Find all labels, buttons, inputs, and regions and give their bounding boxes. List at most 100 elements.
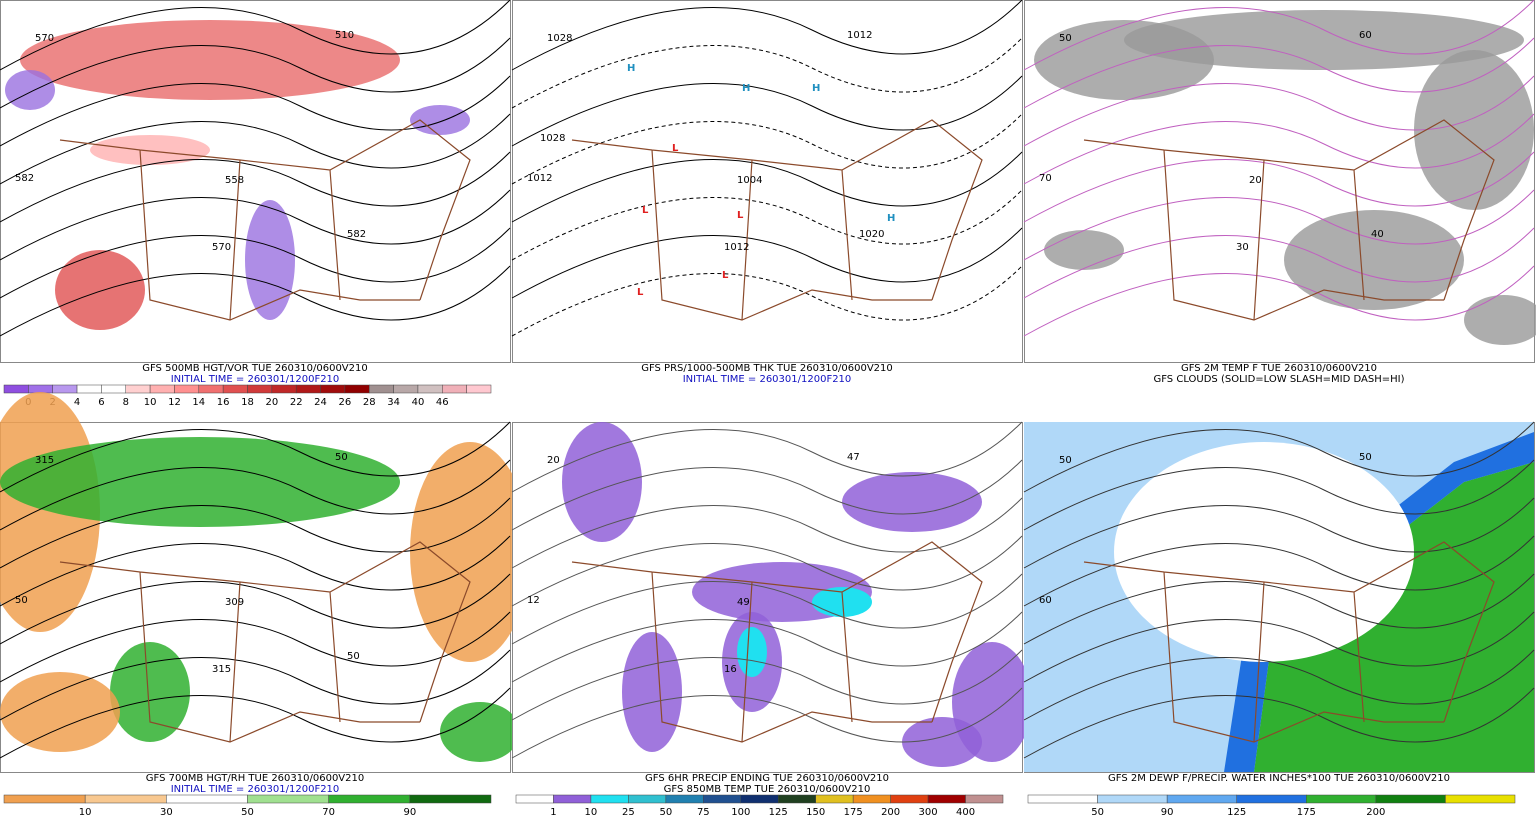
rh-area	[0, 672, 120, 752]
legend-label: 175	[1297, 807, 1316, 818]
map-label: 315	[212, 664, 231, 675]
legend-label: 90	[403, 807, 416, 818]
contour	[511, 227, 1023, 299]
caption: GFS PRS/1000-500MB THK TUE 260310/0600V2…	[641, 363, 893, 374]
map-label: 309	[225, 597, 244, 608]
contour	[1023, 37, 1535, 109]
precip-area	[562, 422, 642, 542]
rh-area	[110, 642, 190, 742]
contour	[0, 649, 511, 721]
caption: GFS 500MB HGT/VOR TUE 260310/0600V210	[142, 363, 368, 374]
legend-label: 50	[1091, 807, 1104, 818]
cloud-area	[1044, 230, 1124, 270]
caption: INITIAL TIME = 260301/1200F210	[683, 374, 852, 385]
legend-swatch	[101, 384, 127, 394]
legend-swatch	[466, 384, 492, 394]
legend-label: 25	[622, 807, 635, 818]
boundary	[59, 119, 471, 321]
legend-label: 46	[436, 397, 449, 408]
cloud-area	[1414, 50, 1534, 210]
legend-label: 40	[412, 397, 425, 408]
legend-swatch	[3, 384, 29, 394]
legend-swatch	[703, 794, 742, 804]
legend-label: 175	[844, 807, 863, 818]
caption: GFS 700MB HGT/RH TUE 260310/0600V210	[146, 773, 365, 784]
precip-heavy	[812, 587, 872, 617]
vorticity-area	[20, 20, 400, 100]
contour	[0, 227, 511, 299]
caption: GFS 2M DEWP F/PRECIP. WATER INCHES*100 T…	[1108, 773, 1450, 784]
cloud-area	[1284, 210, 1464, 310]
legend-label: 34	[387, 397, 400, 408]
panel: 1028 1012 1012 1004 1012 1020 1028 L L L L L H H H H GFS…	[511, 0, 1023, 385]
contour	[1023, 611, 1535, 683]
caption: GFS CLOUDS (SOLID=LOW SLASH=MID DASH=HI)	[1153, 374, 1404, 385]
contour	[511, 459, 1023, 531]
legend-label: 20	[265, 397, 278, 408]
map-label: 16	[724, 664, 737, 675]
legend-swatch	[247, 794, 329, 804]
contour	[1023, 535, 1535, 607]
map-label: H	[812, 83, 820, 94]
map-label: H	[742, 83, 750, 94]
legend-swatch	[590, 794, 629, 804]
legend-label: 1	[550, 807, 556, 818]
precip-area	[622, 632, 682, 752]
contour	[1023, 459, 1535, 531]
legend-swatch	[1166, 794, 1237, 804]
legend-swatch	[1097, 794, 1168, 804]
legend-swatch	[1236, 794, 1307, 804]
map-label: H	[627, 63, 635, 74]
map-frame	[512, 0, 1023, 363]
map-label: 570	[212, 242, 231, 253]
contour	[511, 189, 1023, 261]
contour	[511, 265, 1023, 337]
legend-swatch	[815, 794, 854, 804]
legend-swatch	[740, 794, 779, 804]
caption: GFS 850MB TEMP TUE 260310/0600V210	[664, 784, 871, 795]
contour	[0, 535, 511, 607]
legend-swatch	[1375, 794, 1446, 804]
legend-swatch	[166, 794, 248, 804]
legend-swatch	[76, 384, 102, 394]
legend-swatch	[665, 794, 704, 804]
map-label: 20	[1249, 175, 1262, 186]
boundary	[59, 541, 471, 743]
legend-label: 200	[881, 807, 900, 818]
legend-swatch	[84, 794, 167, 804]
legend-label: 30	[160, 807, 173, 818]
legend-label: 50	[241, 807, 254, 818]
contour	[1023, 421, 1535, 493]
contour	[511, 649, 1023, 721]
map-label: 50	[347, 651, 360, 662]
panel: 20 47 12 49 16 GFS 6HR PRECIP ENDING TUE 2603…	[511, 421, 1032, 818]
legend-label: 8	[123, 397, 129, 408]
legend-swatch	[1027, 794, 1098, 804]
boundary	[1083, 541, 1495, 743]
legend-swatch	[369, 384, 394, 394]
caption: INITIAL TIME = 260301/1200F210	[171, 784, 340, 795]
map-label: L	[642, 205, 649, 216]
map-label: 1012	[847, 30, 872, 41]
contour	[511, 37, 1023, 109]
map-label: 50	[1359, 452, 1372, 463]
legend-label: 200	[1366, 807, 1385, 818]
legend-label: 6	[98, 397, 104, 408]
legend-label: 10	[144, 397, 157, 408]
map-label: L	[672, 143, 679, 154]
map-label: 30	[1236, 242, 1249, 253]
legend-swatch	[417, 384, 443, 394]
legend-swatch	[28, 384, 53, 394]
legend-swatch	[1306, 794, 1377, 804]
map-label: 558	[225, 175, 244, 186]
legend-swatch	[344, 384, 370, 394]
vorticity-area	[55, 250, 145, 330]
caption: GFS 2M TEMP F TUE 260310/0600V210	[1181, 363, 1377, 374]
legend-swatch	[628, 794, 667, 804]
contour	[1023, 189, 1535, 261]
panel: 315 50 50 309 315 50 GFS 700MB HGT/RH TUE 2603…	[0, 392, 530, 818]
map-label: 510	[335, 30, 354, 41]
panel: 570 510 582 558 570 582 GFS 500MB HGT/VOR TUE …	[0, 0, 511, 408]
legend-label: 75	[697, 807, 710, 818]
contour	[511, 151, 1023, 223]
